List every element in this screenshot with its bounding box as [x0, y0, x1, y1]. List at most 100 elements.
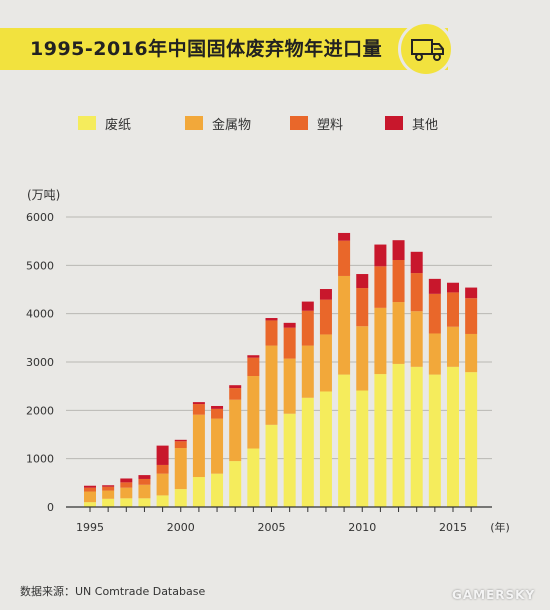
bar-segment: [465, 298, 478, 334]
bar-segment: [301, 397, 314, 507]
bar-segment: [229, 399, 242, 462]
title-bar: 1995-2016年中国固体废弃物年进口量: [0, 28, 448, 70]
bar-segment: [338, 275, 351, 375]
x-axis-unit: (年): [490, 520, 510, 534]
legend-swatch: [185, 116, 203, 130]
bar-segment: [392, 260, 405, 303]
y-tick-label: 6000: [26, 211, 54, 224]
bar-segment: [283, 322, 296, 328]
bar-segment: [102, 485, 115, 487]
chart-title: 1995-2016年中国固体废弃物年进口量: [30, 38, 383, 60]
bar-segment: [229, 388, 242, 400]
y-tick-label: 0: [47, 501, 54, 514]
y-tick-label: 2000: [26, 404, 54, 417]
bar-segment: [84, 487, 96, 492]
bar-segment: [392, 240, 405, 261]
bar-segment: [283, 358, 296, 414]
bar-segment: [156, 445, 169, 465]
bar-segment: [229, 461, 242, 507]
bar-segment: [138, 478, 151, 485]
bar-segment: [120, 478, 133, 483]
bar-segment: [428, 333, 441, 375]
x-tick-label: 1995: [76, 521, 104, 534]
y-tick-label: 1000: [26, 453, 54, 466]
x-tick-label: 2015: [439, 521, 467, 534]
bar-segment: [156, 473, 169, 496]
bar-segment: [211, 405, 224, 409]
truck-icon: [411, 39, 444, 61]
bar-segment: [374, 244, 387, 267]
bar-segment: [319, 334, 332, 392]
bar-segment: [447, 366, 459, 507]
data-source: 数据来源：UN Comtrade Database: [20, 585, 206, 598]
bar-segment: [338, 232, 351, 241]
bar-segment: [265, 424, 278, 507]
bar-segment: [283, 413, 296, 507]
bar-segment: [138, 498, 151, 507]
bar-segment: [392, 363, 405, 507]
bar-segment: [465, 372, 478, 507]
legend-swatch: [78, 116, 96, 130]
bar-segment: [319, 299, 332, 335]
bar-segment: [374, 266, 387, 308]
bar-segment: [319, 289, 332, 300]
x-tick-label: 2005: [258, 521, 286, 534]
bar-segment: [283, 327, 296, 359]
bar-segment: [356, 274, 369, 289]
bar-segment: [465, 333, 478, 373]
bar-segment: [138, 484, 151, 499]
bar-segment: [102, 486, 115, 491]
bar-segment: [156, 464, 169, 474]
bar-segment: [428, 293, 441, 334]
bar-segment: [120, 487, 133, 499]
watermark: GAMERSKY: [452, 588, 536, 602]
bar-segment: [192, 414, 205, 478]
legend-label: 废纸: [105, 118, 132, 133]
bar-segment: [120, 482, 133, 488]
bar-segment: [192, 477, 205, 507]
bar-segment: [410, 311, 423, 367]
bar-segment: [301, 345, 314, 398]
bar-segment: [447, 326, 459, 367]
bar-segment: [265, 320, 278, 346]
bar-segment: [84, 485, 96, 488]
bar-segment: [410, 273, 423, 312]
bar-segment: [356, 326, 369, 391]
bar-segment: [247, 448, 260, 507]
bar-segment: [410, 251, 423, 274]
bar-segment: [447, 282, 459, 293]
bar-segment: [192, 402, 205, 405]
bar-segment: [338, 240, 351, 276]
bar-segment: [338, 374, 351, 507]
legend-label: 金属物: [212, 118, 252, 133]
bar-segment: [84, 491, 96, 503]
bar-segment: [174, 489, 187, 507]
bar-segment: [265, 318, 278, 321]
bar-segment: [229, 385, 242, 389]
bar-segment: [102, 498, 115, 507]
bar-stacks: [84, 232, 478, 507]
bar-segment: [174, 448, 187, 490]
bar-segment: [374, 307, 387, 375]
truck-icon-badge: [398, 21, 454, 77]
bar-segment: [192, 404, 205, 415]
bar-segment: [174, 439, 187, 442]
legend-label: 塑料: [317, 118, 344, 133]
bar-segment: [156, 495, 169, 507]
bar-segment: [465, 287, 478, 299]
bar-segment: [410, 366, 423, 507]
bar-segment: [102, 490, 115, 499]
grid-lines: [66, 216, 492, 460]
bar-segment: [428, 374, 441, 507]
bar-segment: [174, 441, 187, 449]
legend-swatch: [385, 116, 403, 130]
y-axis-unit: (万吨): [27, 188, 61, 202]
bar-segment: [447, 292, 459, 327]
bar-segment: [265, 345, 278, 425]
axes: 0 1000 2000 3000 4000 5000 6000 1995 2000 2005 201…: [26, 211, 510, 534]
bar-segment: [211, 418, 224, 474]
legend-swatch: [290, 116, 308, 130]
bar-segment: [392, 302, 405, 364]
bar-segment: [247, 376, 260, 449]
bar-segment: [301, 301, 314, 311]
